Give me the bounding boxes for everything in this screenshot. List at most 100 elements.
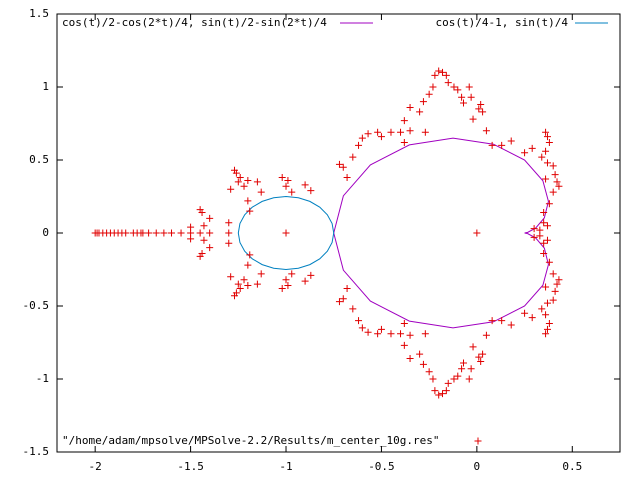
point — [431, 71, 439, 79]
x-tick-label: 0 — [474, 460, 481, 473]
point — [416, 350, 424, 358]
point — [225, 239, 233, 247]
point — [339, 163, 347, 171]
point — [538, 153, 546, 161]
point — [540, 249, 548, 257]
point — [253, 280, 261, 288]
point — [198, 209, 206, 217]
y-tick-label: -1 — [36, 372, 49, 385]
point — [196, 229, 204, 237]
point — [454, 86, 462, 94]
point — [542, 128, 550, 136]
point — [458, 93, 466, 101]
point — [545, 138, 553, 146]
point — [282, 276, 290, 284]
curve — [237, 195, 335, 271]
point — [528, 144, 536, 152]
x-tick-label: -2 — [89, 460, 102, 473]
point — [349, 305, 357, 313]
point — [364, 130, 372, 138]
point — [425, 368, 433, 376]
point — [555, 276, 563, 284]
point — [236, 174, 244, 182]
point — [482, 331, 490, 339]
point — [244, 197, 252, 205]
point — [465, 83, 473, 91]
point — [358, 134, 366, 142]
point — [488, 317, 496, 325]
point — [232, 289, 240, 297]
x-tick-label: -1.5 — [177, 460, 204, 473]
point — [542, 175, 550, 183]
point — [206, 229, 214, 237]
point — [234, 280, 242, 288]
point — [282, 229, 290, 237]
point — [160, 229, 168, 237]
x-tick-label: -0.5 — [368, 460, 395, 473]
legend-swatch — [474, 437, 482, 445]
point — [177, 229, 185, 237]
point — [553, 280, 561, 288]
point — [335, 298, 343, 306]
point — [257, 188, 265, 196]
point — [234, 178, 242, 186]
point — [450, 83, 458, 91]
point — [343, 284, 351, 292]
point — [467, 365, 475, 373]
point — [374, 330, 382, 338]
point — [482, 127, 490, 135]
point — [122, 229, 130, 237]
point — [358, 324, 366, 332]
point — [187, 223, 195, 231]
point — [278, 174, 286, 182]
point — [521, 149, 529, 157]
point — [240, 276, 248, 284]
point — [431, 387, 439, 395]
point — [225, 219, 233, 227]
point — [400, 341, 408, 349]
point — [200, 222, 208, 230]
point — [536, 226, 544, 234]
point — [530, 225, 538, 233]
point — [538, 305, 546, 313]
point — [307, 271, 315, 279]
y-tick-label: -1.5 — [23, 445, 50, 458]
y-tick-label: -0.5 — [23, 299, 50, 312]
point — [429, 83, 437, 91]
point — [543, 236, 551, 244]
point — [543, 133, 551, 141]
point — [200, 236, 208, 244]
point — [444, 79, 452, 87]
point — [545, 320, 553, 328]
point — [542, 283, 550, 291]
point — [477, 357, 485, 365]
point — [543, 325, 551, 333]
point — [551, 287, 559, 295]
x-tick-label: -1 — [279, 460, 292, 473]
point — [301, 181, 309, 189]
y-tick-label: 0 — [42, 226, 49, 239]
point — [284, 282, 292, 290]
point — [555, 182, 563, 190]
point — [387, 330, 395, 338]
point — [419, 98, 427, 106]
point — [257, 270, 265, 278]
point — [421, 128, 429, 136]
point — [343, 174, 351, 182]
point — [543, 299, 551, 307]
point — [400, 320, 408, 328]
point — [540, 219, 548, 227]
point — [355, 141, 363, 149]
point — [488, 141, 496, 149]
point — [551, 171, 559, 179]
point — [543, 222, 551, 230]
point — [475, 353, 483, 361]
point — [244, 176, 252, 184]
point — [545, 258, 553, 266]
point — [232, 169, 240, 177]
point — [416, 108, 424, 116]
point — [477, 101, 485, 109]
point — [521, 309, 529, 317]
legend-label: cos(t)/4-1, sin(t)/4 — [436, 16, 569, 29]
